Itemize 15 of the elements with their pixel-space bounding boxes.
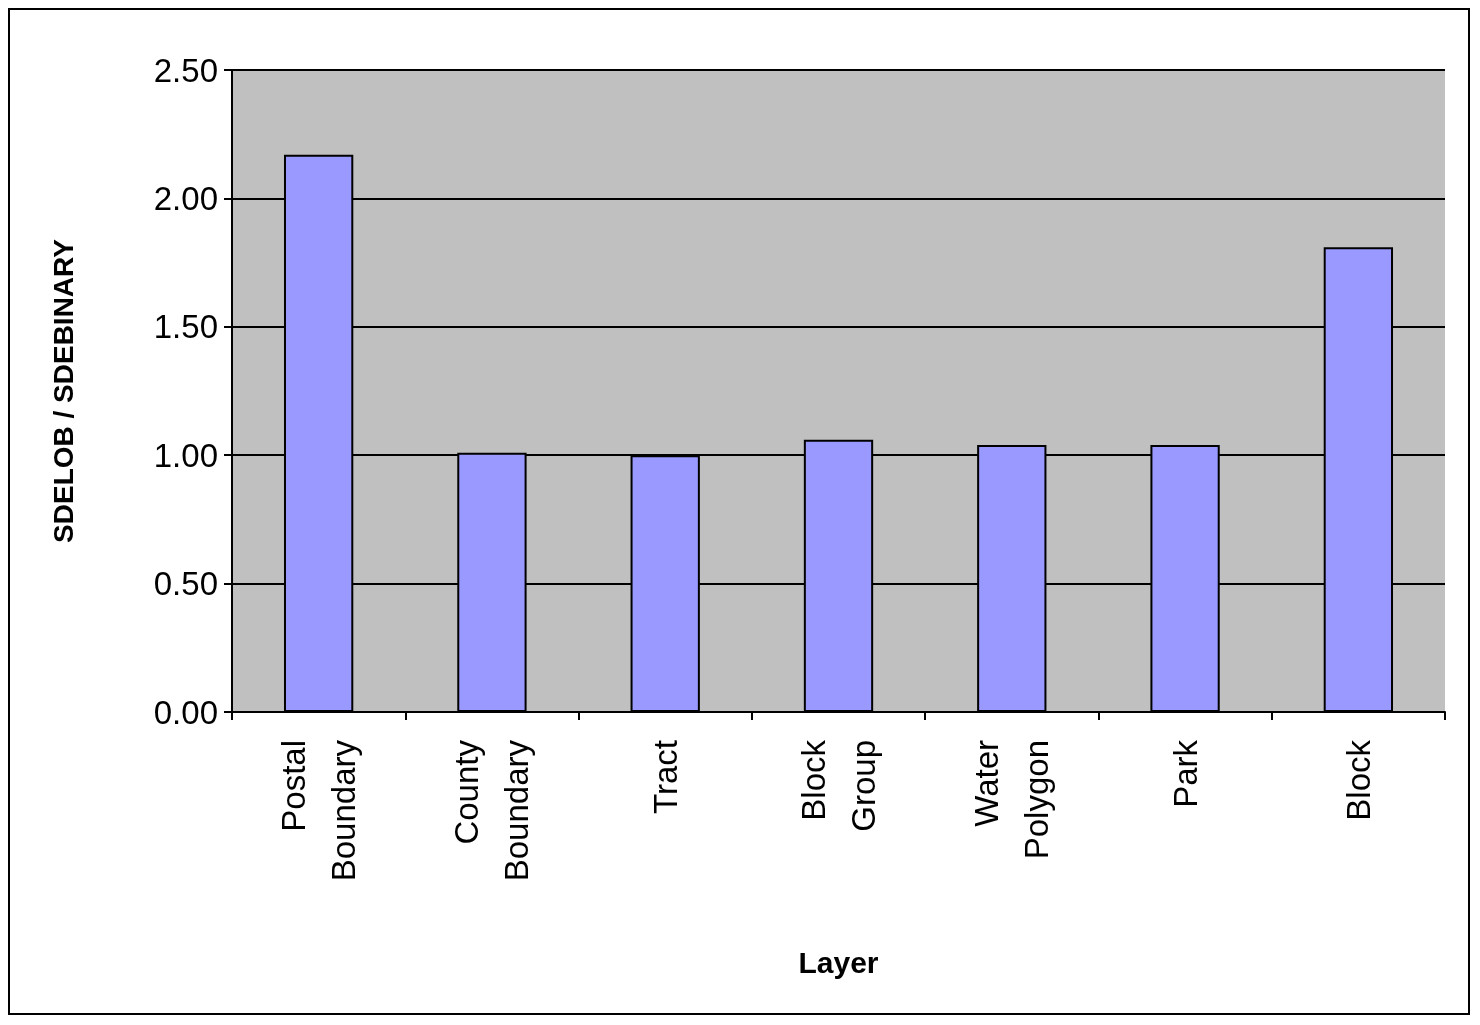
x-tick-label: Postal Boundary: [275, 739, 363, 882]
x-tick-label: Water Polygon: [968, 740, 1056, 860]
y-tick-label: 1.00: [153, 436, 218, 474]
x-axis-title: Layer: [798, 945, 879, 979]
x-tick-label: Block Group: [795, 739, 882, 832]
y-tick-label: 0.00: [153, 693, 218, 731]
x-tick-label: Block: [1339, 739, 1377, 821]
y-tick-label: 0.50: [153, 565, 218, 603]
x-tick-label: Park: [1166, 739, 1204, 808]
x-tick-label: County Boundary: [448, 739, 536, 882]
y-tick-label: 2.50: [153, 51, 218, 89]
y-tick-label: 2.00: [153, 179, 218, 217]
y-tick-label: 1.50: [153, 308, 218, 346]
y-axis-title: SDELOB / SDEBINARY: [47, 238, 79, 543]
x-tick-label: Tract: [646, 740, 684, 814]
